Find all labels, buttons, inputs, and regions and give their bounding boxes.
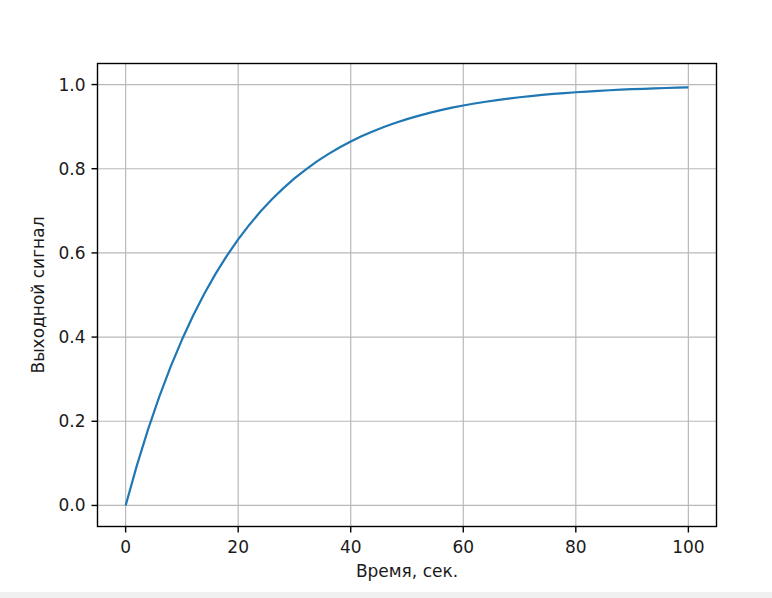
x-tick-label: 20 [227,537,249,557]
curve-output-signal [126,87,689,505]
x-tick-label: 40 [340,537,362,557]
bottom-strip [0,592,772,598]
y-tick-label: 0.4 [58,327,85,347]
x-tick-label: 80 [565,537,587,557]
y-tick-label: 0.2 [58,411,85,431]
y-tick-label: 1.0 [58,75,85,95]
plot-border [98,64,717,527]
y-tick-label: 0.6 [58,243,85,263]
figure-canvas: 0 20 40 60 80 100 0.0 0.2 0.4 0.6 0.8 1.0 Время, се… [0,0,772,592]
x-axis-label: Время, сек. [97,560,717,582]
y-tick-label: 0.8 [58,159,85,179]
line-chart: 0 20 40 60 80 100 0.0 0.2 0.4 0.6 0.8 1.0 [0,0,772,592]
x-tick-label: 60 [452,537,474,557]
y-tick-label: 0.0 [58,495,85,515]
x-tick-label: 100 [672,537,704,557]
x-tick-label: 0 [120,537,131,557]
